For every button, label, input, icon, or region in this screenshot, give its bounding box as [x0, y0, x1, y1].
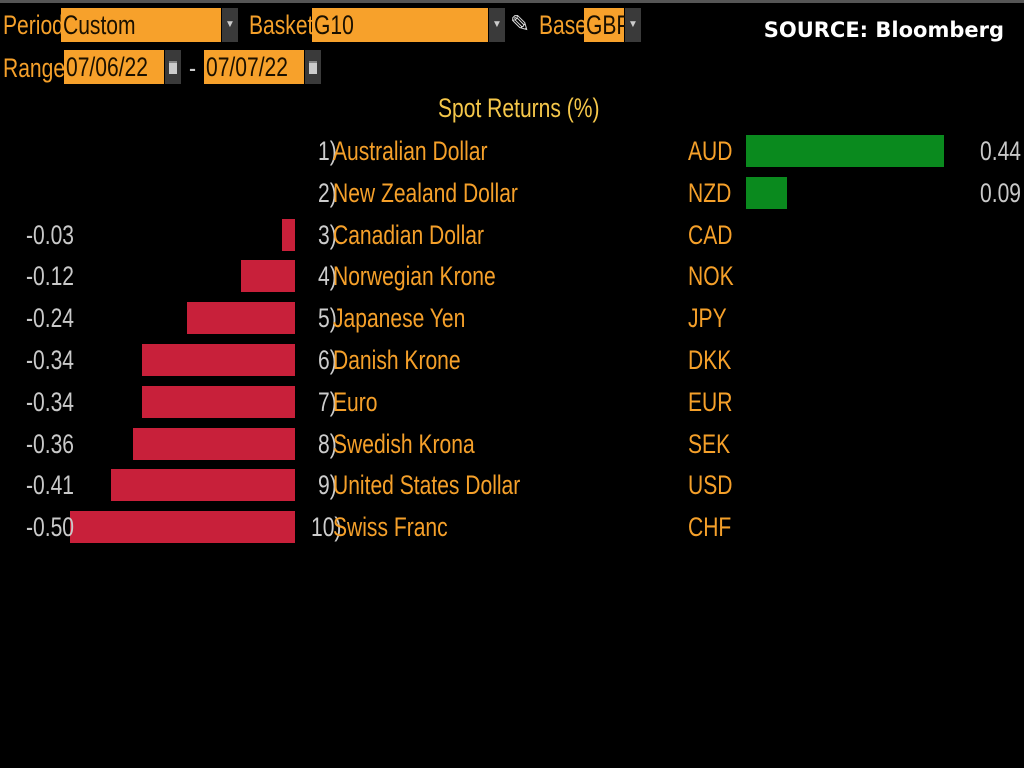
currency-row[interactable]: 0.09 2) New Zealand Dollar NZD [0, 176, 1024, 210]
currency-code: SEK [688, 428, 731, 459]
return-bar [241, 260, 295, 293]
currency-code: JPY [688, 303, 727, 334]
rank-number: 5) [318, 303, 337, 334]
range-start-value: 07/06/22 [66, 52, 148, 82]
range-end-value: 07/07/22 [206, 52, 288, 82]
rank-number: 7) [318, 386, 337, 417]
return-value: -0.36 [26, 428, 75, 459]
period-value: Custom [63, 10, 136, 40]
return-bar [746, 135, 944, 167]
currency-name[interactable]: Norwegian Krone [333, 261, 496, 292]
currency-name[interactable]: Australian Dollar [333, 136, 488, 166]
return-value: -0.34 [26, 345, 75, 375]
rank-number: 6) [318, 345, 337, 375]
period-dropdown-icon[interactable]: ▼ [222, 8, 238, 42]
period-select[interactable]: Custom [61, 8, 221, 42]
currency-row[interactable]: -0.03 3) Canadian Dollar CAD [0, 218, 1024, 252]
currency-code: CHF [688, 512, 732, 543]
currency-name[interactable]: New Zealand Dollar [333, 177, 518, 208]
currency-row[interactable]: -0.12 4) Norwegian Krone NOK [0, 259, 1024, 293]
currency-code: USD [688, 470, 733, 501]
currency-name[interactable]: United States Dollar [333, 470, 521, 501]
top-divider [0, 0, 1024, 3]
basket-label: Basket [249, 10, 314, 40]
currency-row[interactable]: -0.41 9) United States Dollar USD [0, 468, 1024, 502]
currency-row[interactable]: -0.36 8) Swedish Krona SEK [0, 427, 1024, 461]
currency-name[interactable]: Euro [333, 386, 378, 417]
rank-number: 8) [318, 428, 337, 459]
range-label: Range [3, 53, 66, 83]
range-end-input[interactable]: 07/07/22 [204, 50, 304, 84]
source-label: SOURCE: Bloomberg [763, 18, 1004, 42]
rank-number: 2) [318, 177, 337, 208]
return-value: -0.12 [26, 261, 75, 292]
currency-row[interactable]: -0.50 10) Swiss Franc CHF [0, 510, 1024, 544]
return-value: -0.50 [26, 512, 75, 543]
range-start-input[interactable]: 07/06/22 [64, 50, 164, 84]
rank-number: 3) [318, 219, 337, 250]
basket-dropdown-icon[interactable]: ▼ [489, 8, 505, 42]
rank-number: 9) [318, 470, 337, 501]
return-bar [142, 344, 295, 376]
rank-number: 4) [318, 261, 337, 292]
currency-code: AUD [688, 136, 733, 166]
basket-value: G10 [314, 10, 354, 40]
currency-code: EUR [688, 386, 733, 417]
edit-pencil-icon[interactable]: ✎ [510, 11, 531, 38]
calendar-icon[interactable] [305, 50, 321, 84]
currency-code: NZD [688, 177, 732, 208]
calendar-icon[interactable] [165, 50, 181, 84]
currency-name[interactable]: Canadian Dollar [333, 219, 485, 250]
currency-row[interactable]: -0.34 7) Euro EUR [0, 385, 1024, 419]
currency-code: DKK [688, 345, 732, 375]
return-bar [70, 511, 295, 544]
return-bar [110, 469, 295, 502]
return-value: -0.03 [26, 219, 75, 250]
basket-select[interactable]: G10 [312, 8, 488, 42]
currency-name[interactable]: Danish Krone [333, 345, 461, 375]
return-bar [746, 176, 787, 209]
return-value: 0.44 [980, 136, 1021, 166]
currency-name[interactable]: Japanese Yen [333, 303, 466, 334]
currency-row[interactable]: -0.34 6) Danish Krone DKK [0, 343, 1024, 377]
return-bar [281, 218, 295, 251]
currency-name[interactable]: Swiss Franc [333, 512, 448, 543]
period-label: Period [3, 10, 64, 40]
currency-row[interactable]: -0.24 5) Japanese Yen JPY [0, 301, 1024, 335]
chart-title: Spot Returns (%) [438, 93, 600, 123]
range-separator: - [189, 53, 197, 83]
currency-code: NOK [688, 261, 734, 292]
return-value: -0.34 [26, 386, 75, 417]
base-label: Base [539, 10, 588, 40]
rank-number: 1) [318, 136, 337, 166]
return-value: -0.41 [26, 470, 75, 501]
base-value: GBP [586, 10, 631, 40]
currency-code: CAD [688, 219, 733, 250]
return-value: -0.24 [26, 303, 75, 334]
currency-name[interactable]: Swedish Krona [333, 428, 475, 459]
return-bar [133, 427, 295, 460]
base-select[interactable]: GBP [584, 8, 630, 42]
return-bar [187, 302, 295, 335]
currency-row[interactable]: 0.44 1) Australian Dollar AUD [0, 134, 1024, 168]
base-dropdown-icon[interactable]: ▼ [625, 8, 641, 42]
rank-number: 10) [311, 512, 342, 543]
return-bar [142, 385, 295, 418]
return-value: 0.09 [980, 177, 1021, 208]
